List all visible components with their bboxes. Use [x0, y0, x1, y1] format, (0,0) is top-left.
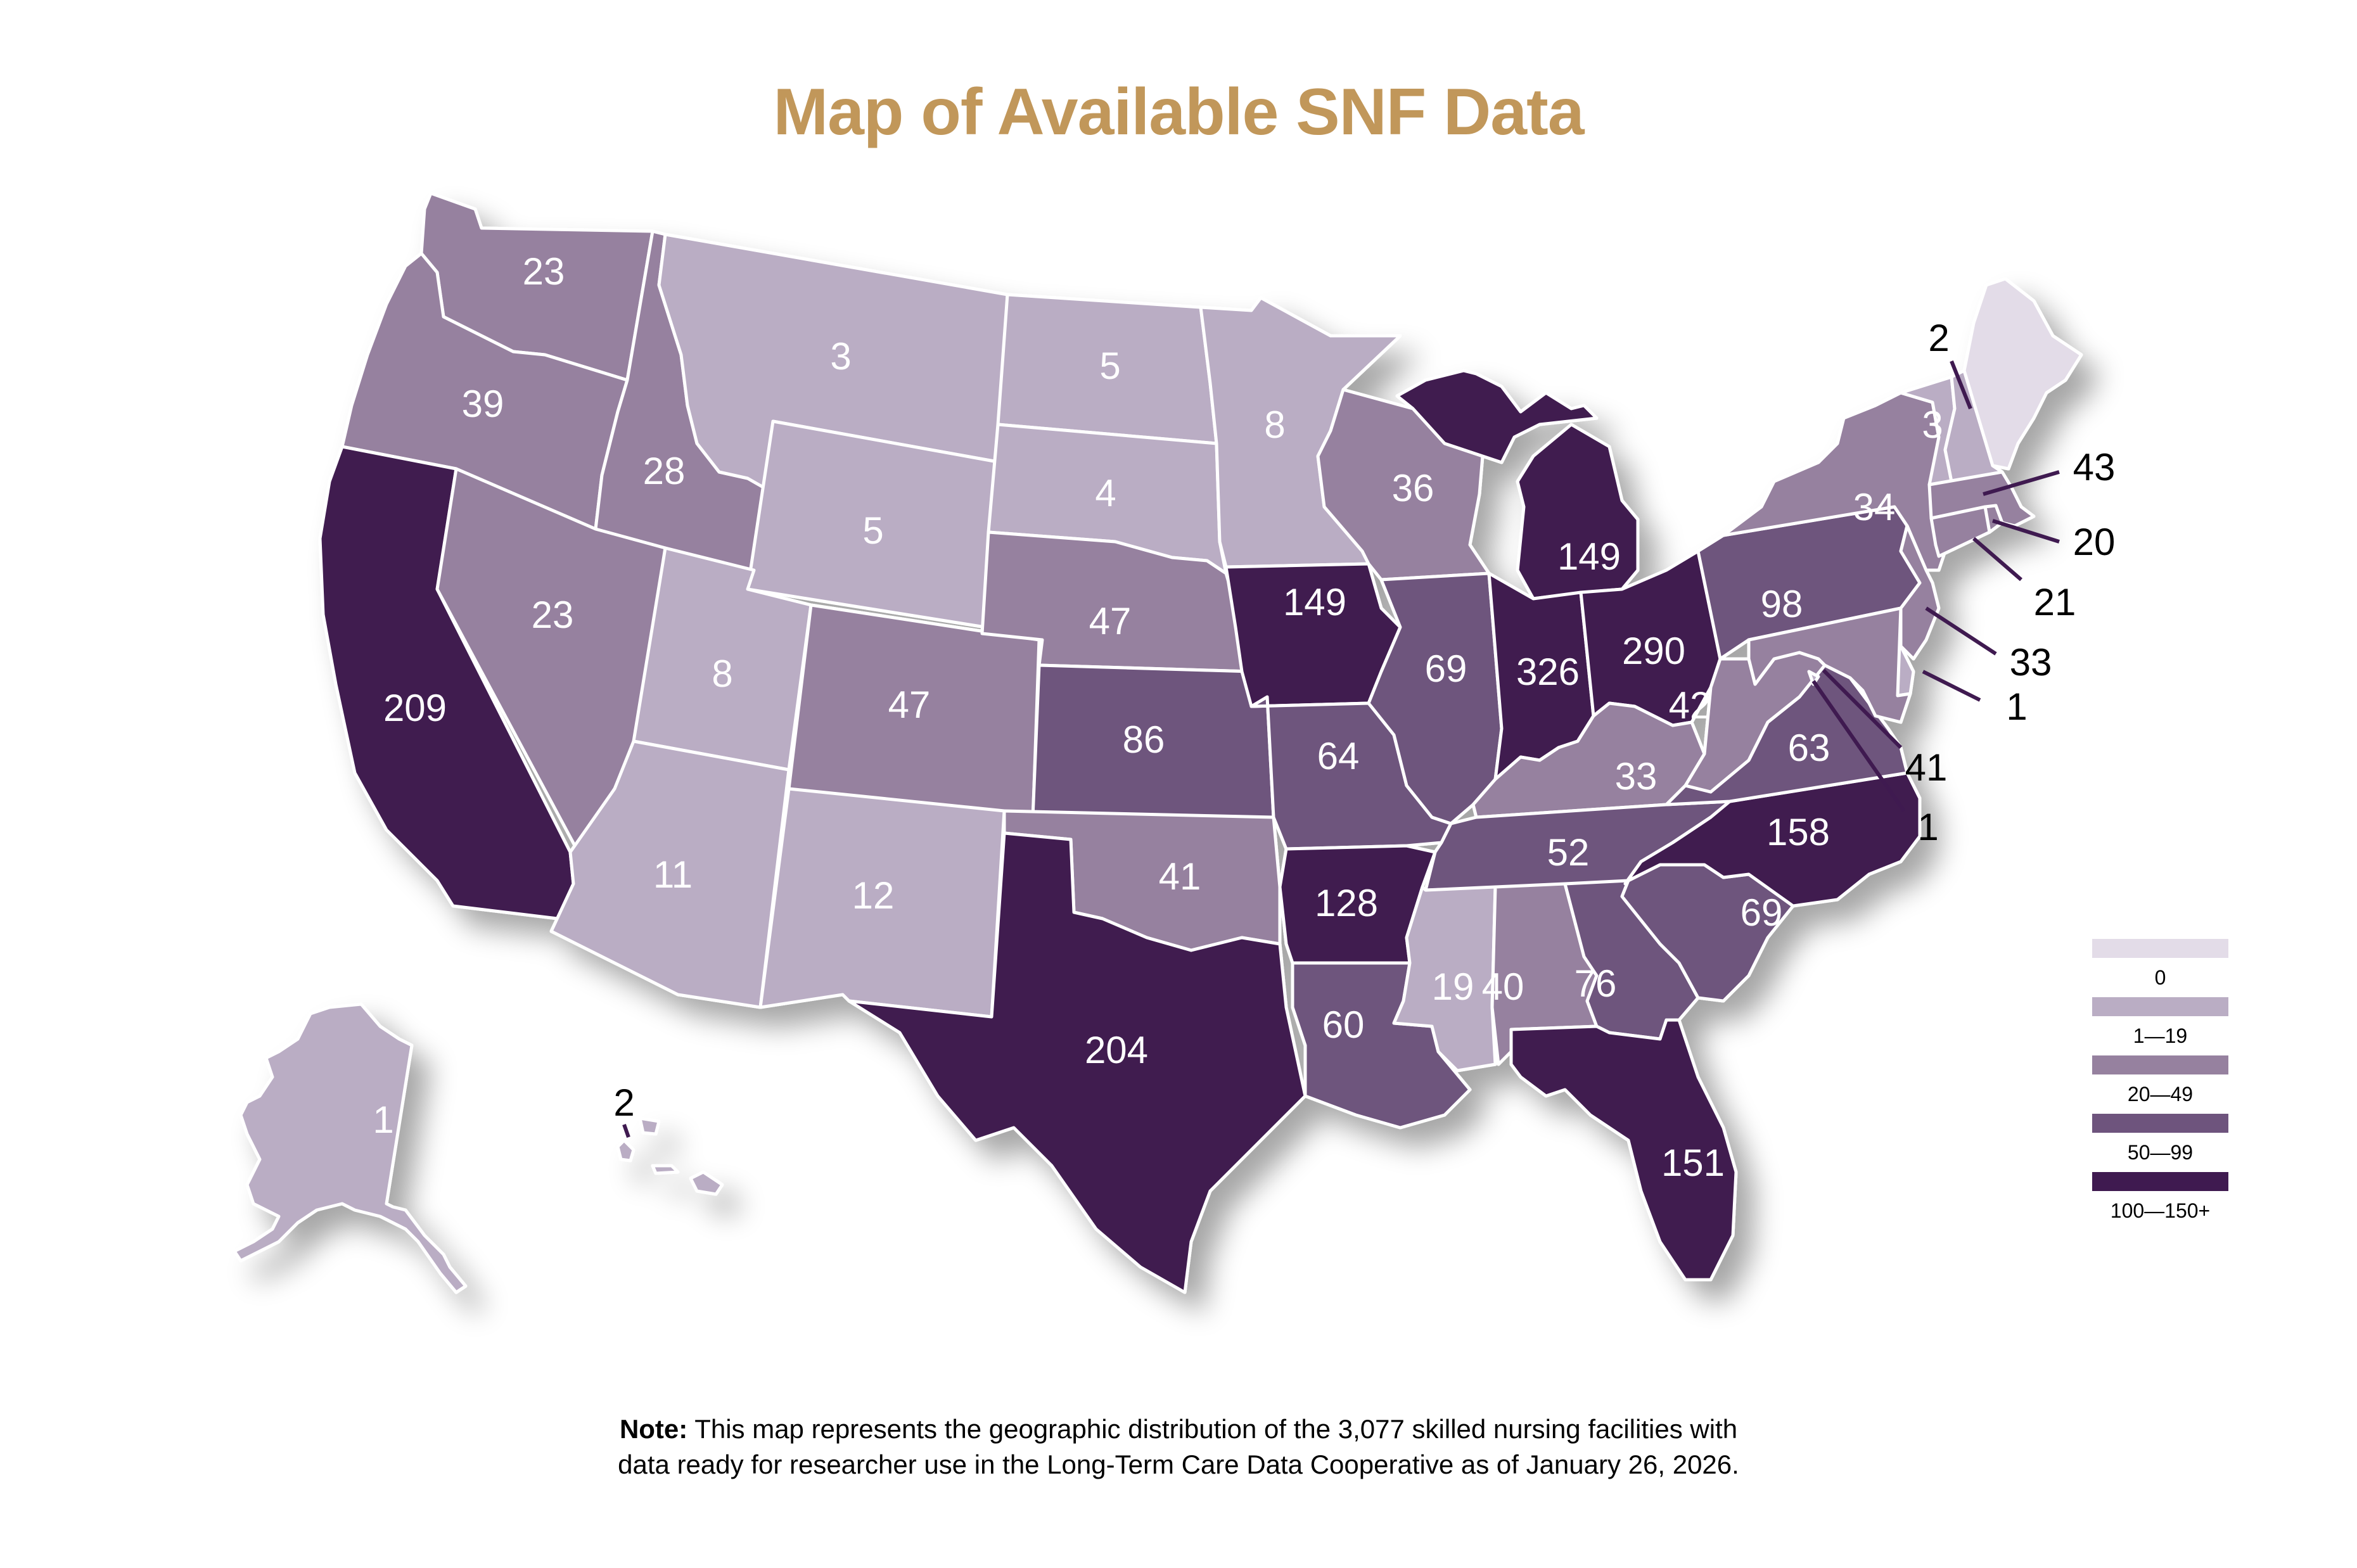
legend-label: 0	[2154, 966, 2166, 989]
callout-ma: 43	[2073, 446, 2116, 488]
legend-label: 50—99	[2127, 1141, 2194, 1164]
state-ca[interactable]	[318, 445, 575, 921]
state-me[interactable]	[1962, 277, 2083, 471]
label-vt: 3	[1922, 404, 1943, 446]
callout-nh: 2	[1928, 317, 1949, 359]
callouts: 2 43 20 21 33 1 41 1 2	[613, 317, 2116, 1138]
label-ia: 149	[1283, 581, 1346, 623]
map-title: Map of Available SNF Data	[773, 75, 1584, 149]
label-ok: 41	[1159, 855, 1201, 898]
label-pa: 98	[1761, 583, 1803, 625]
label-wa: 23	[523, 250, 565, 293]
label-sd: 4	[1095, 472, 1116, 514]
label-al: 40	[1482, 966, 1524, 1008]
legend-item-100-plus: 100—150+	[2092, 1172, 2232, 1230]
legend-label: 100—150+	[2110, 1199, 2211, 1222]
state-hi[interactable]	[616, 1116, 724, 1196]
label-fl: 151	[1661, 1142, 1725, 1184]
note-line-2: data ready for researcher use in the Lon…	[618, 1450, 1739, 1479]
label-id: 28	[643, 450, 686, 492]
legend-item-1-19: 1—19	[2092, 997, 2232, 1055]
state-dc[interactable]	[1807, 670, 1820, 686]
legend-swatch	[2092, 1172, 2228, 1191]
legend-item-0: 0	[2092, 939, 2232, 997]
label-mn: 8	[1264, 404, 1285, 446]
state-md[interactable]	[1747, 606, 1912, 724]
label-mt: 3	[830, 335, 851, 378]
legend-item-20-49: 20—49	[2092, 1055, 2232, 1114]
label-wv: 42	[1669, 684, 1711, 727]
legend-swatch	[2092, 1114, 2228, 1133]
label-mo: 64	[1317, 735, 1360, 777]
state-ak[interactable]	[233, 1002, 468, 1294]
label-ga: 76	[1575, 962, 1617, 1005]
note-line-1: This map represents the geographic distr…	[694, 1414, 1738, 1444]
leader-ri	[1992, 519, 2060, 544]
state-mi-upper[interactable]	[1395, 369, 1599, 464]
label-tn: 52	[1547, 831, 1590, 874]
label-tx: 204	[1085, 1029, 1148, 1071]
label-sc: 69	[1741, 891, 1783, 934]
leader-ct	[1972, 537, 2022, 582]
legend-label: 1—19	[2133, 1024, 2188, 1047]
state-tx[interactable]	[847, 831, 1307, 1294]
callout-hi: 2	[613, 1081, 634, 1124]
label-oh: 290	[1622, 630, 1685, 672]
label-in: 326	[1516, 651, 1580, 693]
label-nc: 158	[1766, 811, 1830, 853]
label-or: 39	[462, 383, 504, 425]
state-ct[interactable]	[1929, 505, 1991, 558]
callout-ri: 20	[2073, 521, 2116, 563]
leader-de	[1922, 670, 1981, 702]
label-mi: 149	[1557, 535, 1621, 578]
callout-nj: 33	[2010, 641, 2052, 684]
callout-md: 41	[1905, 746, 1948, 789]
legend: 0 1—19 20—49 50—99 100—150+	[2092, 939, 2232, 1230]
label-ak: 1	[373, 1099, 393, 1141]
label-ar: 128	[1315, 882, 1378, 924]
label-nv: 23	[532, 594, 574, 636]
label-az: 11	[653, 853, 693, 896]
label-va: 63	[1788, 727, 1830, 769]
note-bold-label: Note:	[619, 1414, 688, 1444]
label-ky: 33	[1615, 755, 1658, 798]
label-co: 47	[888, 684, 931, 726]
label-nd: 5	[1099, 345, 1120, 387]
leader-nh	[1950, 360, 1972, 410]
leader-md	[1822, 668, 1903, 749]
label-ne: 47	[1089, 600, 1132, 642]
state-nc[interactable]	[1623, 771, 1922, 908]
state-az[interactable]	[549, 739, 791, 1009]
states-group	[233, 191, 2083, 1294]
legend-item-50-99: 50—99	[2092, 1114, 2232, 1172]
callout-de: 1	[2006, 685, 2027, 728]
callout-ct: 21	[2034, 581, 2076, 623]
state-labels: 23 39 209 28 23 3 5 8 11 47 12 5 4 47 86…	[373, 250, 1943, 1184]
legend-swatch	[2092, 997, 2228, 1016]
label-il: 69	[1425, 647, 1467, 690]
leader-hi	[622, 1124, 630, 1138]
state-fl[interactable]	[1509, 1018, 1738, 1282]
leader-nj	[1925, 606, 1997, 656]
state-nj[interactable]	[1899, 524, 1941, 661]
footnote: Note: This map represents the geographic…	[0, 1412, 2357, 1482]
label-wy: 5	[862, 509, 883, 552]
legend-label: 20—49	[2127, 1083, 2194, 1106]
label-ut: 8	[712, 653, 732, 695]
legend-swatch	[2092, 939, 2228, 958]
leader-ma	[1983, 470, 2060, 496]
label-nm: 12	[852, 874, 895, 917]
callout-dc: 1	[1917, 806, 1938, 848]
label-la: 60	[1322, 1004, 1365, 1046]
label-wi: 36	[1392, 467, 1434, 509]
label-ms: 19	[1432, 966, 1474, 1008]
leader-dc	[1811, 680, 1906, 812]
label-ny: 34	[1853, 486, 1896, 528]
label-ca: 209	[383, 687, 447, 729]
label-ks: 86	[1123, 718, 1165, 761]
legend-swatch	[2092, 1055, 2228, 1074]
